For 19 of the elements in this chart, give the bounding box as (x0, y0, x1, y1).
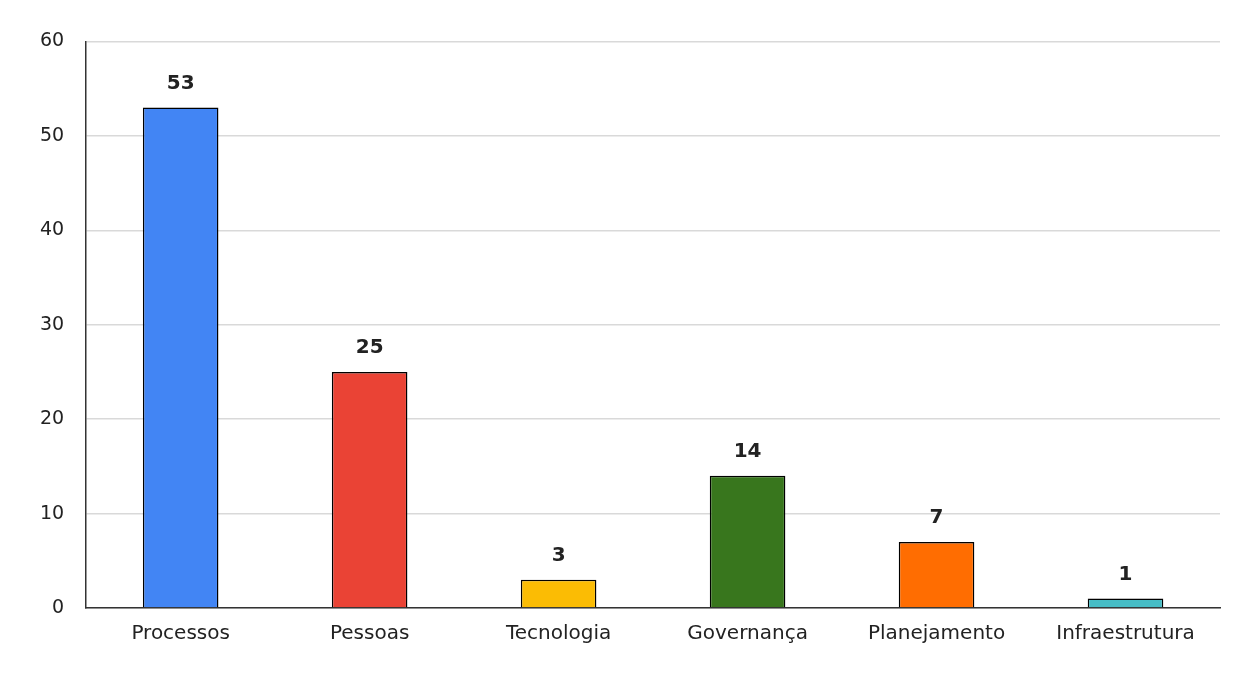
y-tick-label: 50 (39, 122, 65, 145)
data-label: 14 (733, 438, 762, 462)
data-label: 1 (1118, 560, 1133, 585)
y-tick-label: 40 (39, 217, 65, 240)
data-label: 3 (551, 541, 566, 566)
y-tick-label: 10 (39, 500, 65, 523)
x-tick-label: Pessoas (329, 620, 410, 645)
data-label: 7 (929, 504, 944, 529)
data-label: 53 (166, 69, 195, 94)
y-tick-label: 0 (52, 594, 65, 617)
x-tick-label: Tecnologia (504, 620, 612, 645)
y-tick-label: 30 (39, 311, 65, 334)
x-tick-label: Processos (131, 620, 230, 645)
x-tick-label: Governança (687, 620, 808, 645)
x-tick-label: Infraestrutura (1056, 620, 1195, 645)
y-tick-label: 60 (39, 28, 65, 51)
y-tick-label: 20 (39, 406, 65, 429)
x-tick-label: Planejamento (867, 620, 1006, 645)
data-label: 25 (355, 334, 384, 359)
